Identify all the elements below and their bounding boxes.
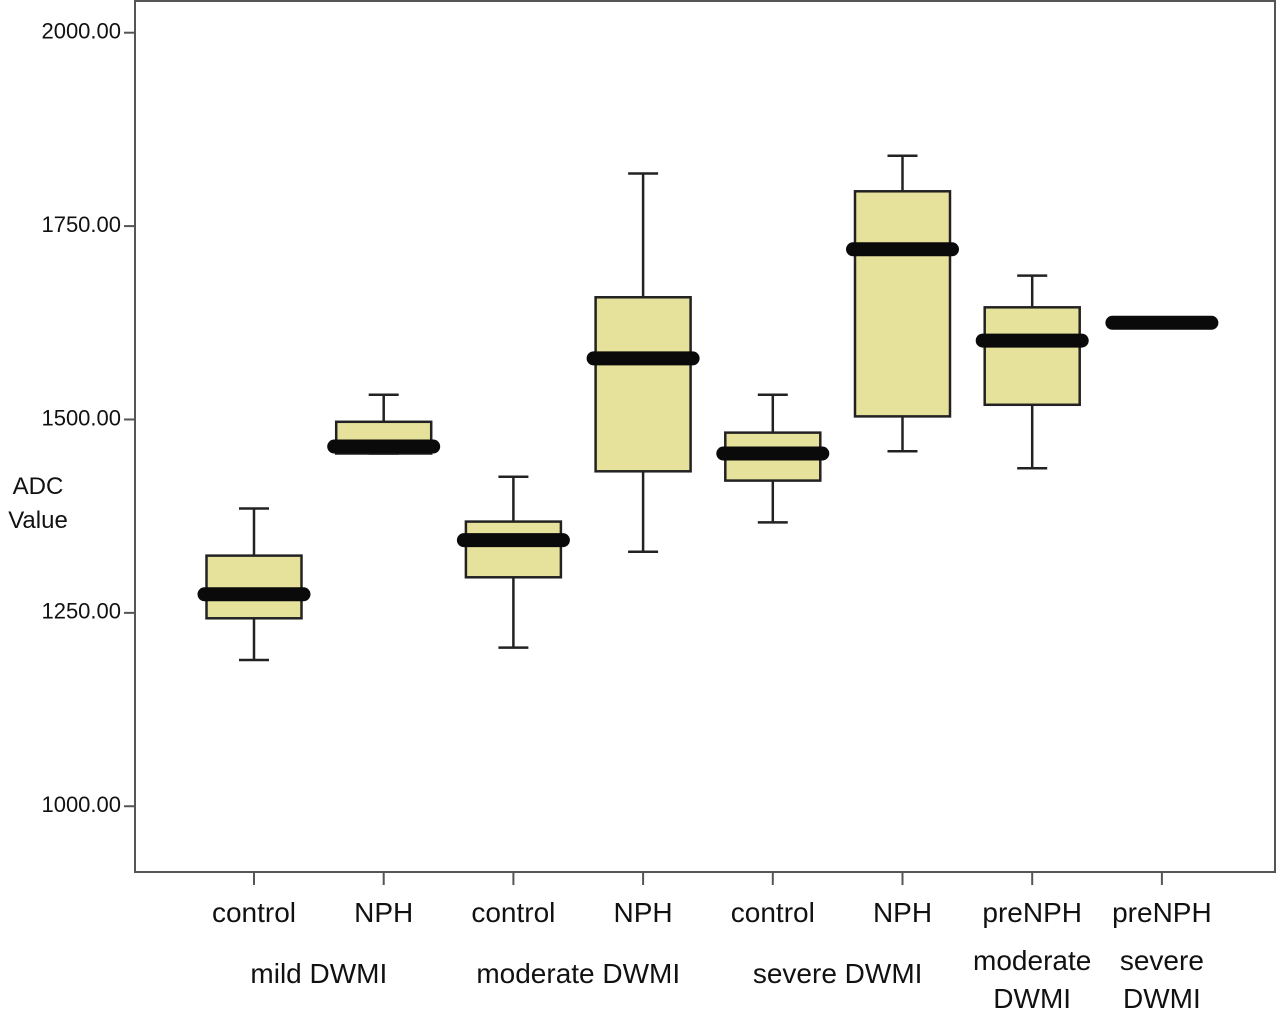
x-tick-label: preNPH xyxy=(982,897,1082,928)
group-label: moderate DWMI xyxy=(476,958,681,989)
y-axis-label: ADC Value xyxy=(8,473,68,534)
box xyxy=(594,296,692,473)
box xyxy=(853,190,952,418)
x-tick-label: preNPH xyxy=(1112,897,1212,928)
group-label: severe DWMI xyxy=(752,958,923,989)
y-tick-label: 1250.00 xyxy=(41,599,121,624)
x-tick-label: NPH xyxy=(613,897,673,928)
group-label: mild DWMI xyxy=(250,958,388,989)
x-tick-label: control xyxy=(211,897,297,928)
x-tick-label: NPH xyxy=(354,897,414,928)
box xyxy=(983,306,1081,407)
plot-frame xyxy=(134,0,1276,873)
y-tick-label: 1750.00 xyxy=(41,212,121,237)
box xyxy=(464,520,563,579)
group-label: moderate DWMI xyxy=(973,945,1092,1014)
group-label: severe DWMI xyxy=(1119,945,1204,1014)
x-tick-label: control xyxy=(471,897,556,928)
y-tick-label: 1000.00 xyxy=(41,792,121,817)
box xyxy=(205,554,303,620)
y-tick-label: 1500.00 xyxy=(41,405,121,430)
y-tick-label: 2000.00 xyxy=(41,19,121,44)
x-tick-label: control xyxy=(730,897,815,928)
x-tick-label: NPH xyxy=(872,897,933,928)
